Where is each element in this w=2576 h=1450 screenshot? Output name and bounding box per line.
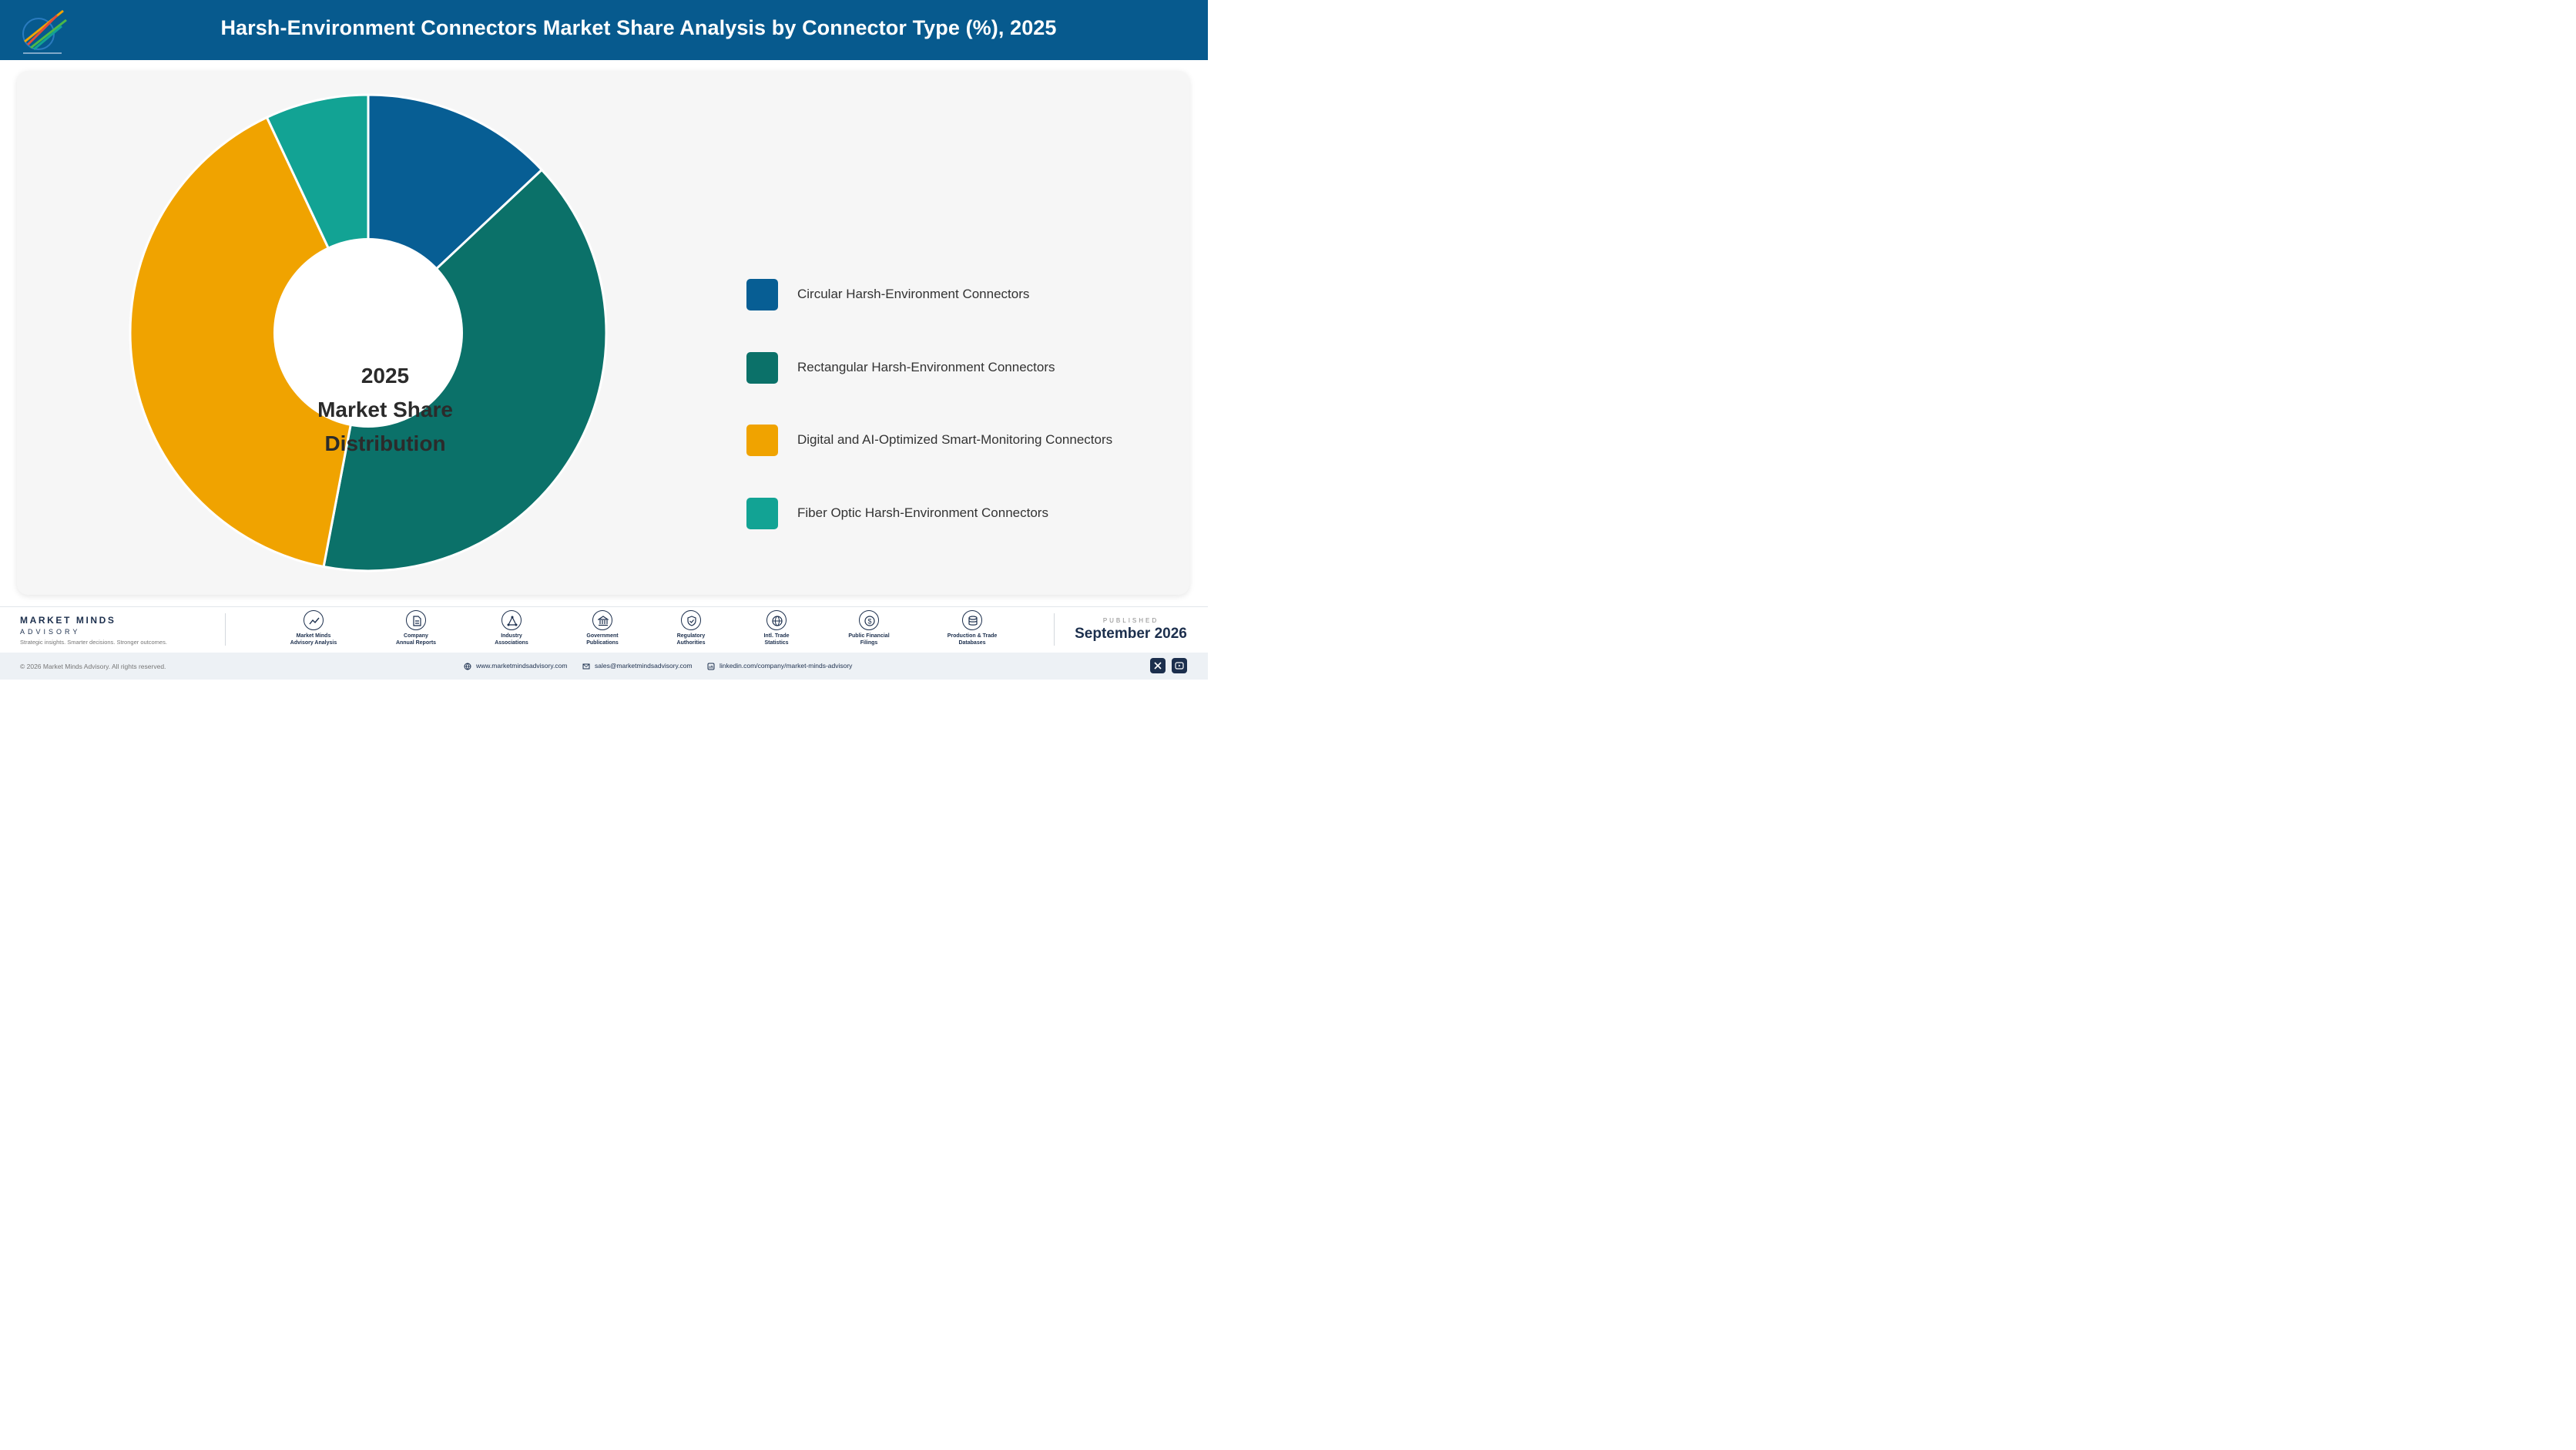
linkedin-icon bbox=[707, 663, 715, 670]
legend-swatch bbox=[746, 498, 778, 529]
legend-label: Fiber Optic Harsh-Environment Connectors bbox=[797, 505, 1048, 520]
source-label-2: Statistics bbox=[764, 639, 789, 646]
source-label-1: Production & Trade bbox=[947, 633, 998, 639]
brand-sub: ADVISORY bbox=[20, 628, 81, 636]
donut-chart bbox=[129, 93, 608, 572]
copyright: © 2026 Market Minds Advisory. All rights… bbox=[20, 663, 166, 670]
shield-icon bbox=[681, 610, 701, 630]
footer-divider bbox=[1054, 613, 1055, 646]
chart-card: 2025 Market Share Distribution Circular … bbox=[17, 71, 1189, 595]
brand-tagline: Strategic insights. Smarter decisions. S… bbox=[20, 639, 167, 646]
market-minds-logo bbox=[22, 9, 67, 54]
globe-icon bbox=[464, 663, 471, 670]
document-icon bbox=[406, 610, 426, 630]
legend-label: Rectangular Harsh-Environment Connectors bbox=[797, 360, 1055, 374]
legend-item-circular: Circular Harsh-Environment Connectors bbox=[746, 279, 1178, 310]
legend-label: Digital and AI-Optimized Smart-Monitorin… bbox=[797, 432, 1113, 447]
source-label-1: Government bbox=[586, 633, 619, 639]
x-icon[interactable] bbox=[1150, 658, 1166, 673]
footer-bottom-bar bbox=[0, 653, 1208, 680]
center-label-line-2: Market Share bbox=[317, 398, 453, 421]
trend-chart-icon bbox=[304, 610, 324, 630]
source-item: Production & Trade Databases bbox=[930, 610, 1015, 646]
database-icon bbox=[962, 610, 982, 630]
source-item: Industry Associations bbox=[469, 610, 554, 646]
published-date: September 2026 bbox=[1075, 626, 1187, 642]
youtube-icon[interactable] bbox=[1172, 658, 1187, 673]
source-label-2: Advisory Analysis bbox=[290, 639, 337, 646]
legend-swatch bbox=[746, 279, 778, 310]
source-item: Market Minds Advisory Analysis bbox=[271, 610, 356, 646]
source-label-2: Authorities bbox=[676, 639, 706, 646]
slice-rectangular bbox=[322, 168, 608, 572]
footer-divider bbox=[225, 613, 226, 646]
center-label-line-1: 2025 bbox=[361, 364, 410, 388]
globe-icon bbox=[766, 610, 787, 630]
source-label-2: Filings bbox=[860, 639, 878, 646]
network-icon bbox=[501, 610, 522, 630]
source-label-2: Publications bbox=[586, 639, 619, 646]
source-item: $ Public Financial Filings bbox=[827, 610, 911, 646]
svg-text:$: $ bbox=[867, 618, 871, 626]
center-label-line-3: Distribution bbox=[324, 431, 446, 455]
legend-item-fiber-optic: Fiber Optic Harsh-Environment Connectors bbox=[746, 498, 1178, 529]
source-item: Regulatory Authorities bbox=[649, 610, 733, 646]
legend-item-smart-monitoring: Digital and AI-Optimized Smart-Monitorin… bbox=[746, 425, 1178, 456]
source-label-1: Regulatory bbox=[676, 633, 706, 639]
chart-title: Harsh-Environment Connectors Market Shar… bbox=[220, 16, 1057, 39]
source-label-2: Associations bbox=[495, 639, 528, 646]
source-item: Company Annual Reports bbox=[374, 610, 458, 646]
legend-swatch bbox=[746, 425, 778, 456]
source-label-1: Industry bbox=[501, 633, 522, 639]
source-label-2: Annual Reports bbox=[395, 639, 437, 646]
source-label-1: Intl. Trade bbox=[763, 633, 790, 639]
slice-smart-monitoring bbox=[129, 116, 370, 569]
linkedin-link[interactable]: linkedin.com/company/market-minds-adviso… bbox=[719, 662, 853, 670]
website-link[interactable]: www.marketmindsadvisory.com bbox=[476, 662, 568, 670]
source-label-1: Public Financial bbox=[848, 633, 890, 639]
mail-icon bbox=[582, 663, 590, 670]
legend-label: Circular Harsh-Environment Connectors bbox=[797, 287, 1030, 301]
source-item: Intl. Trade Statistics bbox=[734, 610, 819, 646]
donut-center-label: 2025 Market Share Distribution bbox=[308, 359, 462, 461]
legend-item-rectangular: Rectangular Harsh-Environment Connectors bbox=[746, 352, 1178, 384]
email-link[interactable]: sales@marketmindsadvisory.com bbox=[595, 662, 693, 670]
source-label-2: Databases bbox=[958, 639, 986, 646]
bank-icon bbox=[592, 610, 612, 630]
data-sources: Market Minds Advisory Analysis Company Ann… bbox=[262, 610, 1032, 650]
legend-swatch bbox=[746, 352, 778, 384]
source-item: Government Publications bbox=[560, 610, 645, 646]
dollar-icon: $ bbox=[859, 610, 879, 630]
published-label: PUBLISHED bbox=[1102, 617, 1159, 624]
header-bar: Harsh-Environment Connectors Market Shar… bbox=[0, 0, 1208, 60]
donut-hole bbox=[273, 238, 463, 428]
source-label-1: Company bbox=[404, 633, 428, 639]
brand-name: MARKET MINDS bbox=[20, 615, 116, 626]
source-label-1: Market Minds bbox=[296, 633, 331, 639]
